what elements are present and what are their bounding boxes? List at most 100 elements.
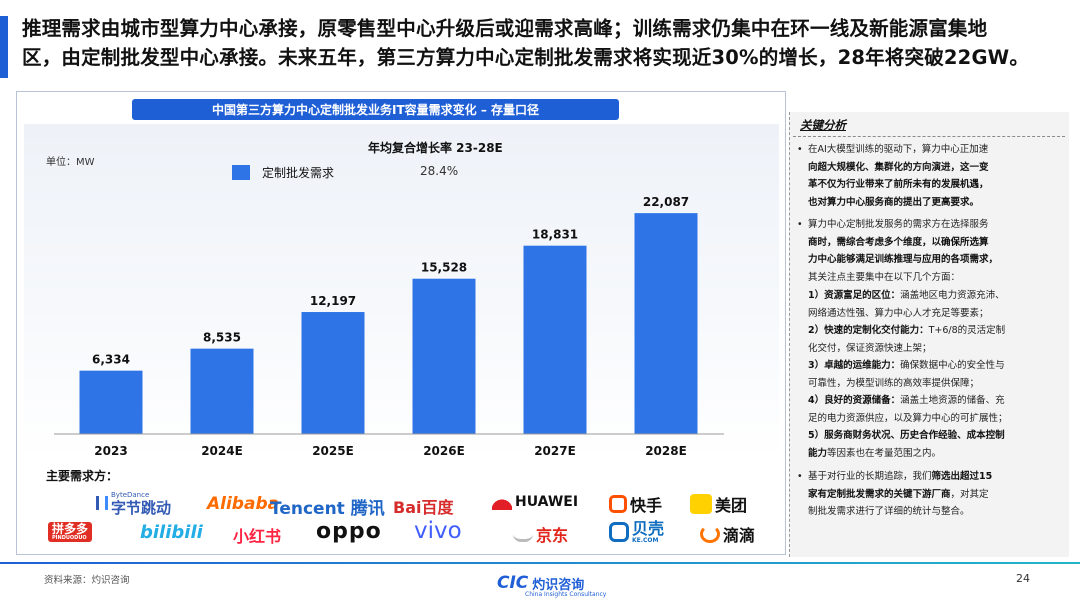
bullet-3-part-5: 制批发需求进行了详细的统计与整合。	[808, 506, 970, 517]
footer-divider	[0, 562, 1080, 564]
demand-section-label: 主要需求方：	[46, 469, 119, 483]
meituan-text: 美团	[715, 496, 748, 515]
huawei-text: HUAWEI	[515, 494, 579, 510]
cic-logo-chinese: 灼识咨询	[532, 577, 585, 593]
alibaba-logo: Alibaba	[207, 494, 280, 514]
item-3-label: 3）卓越的运维能力：	[808, 360, 901, 371]
pinduoduo-text: 拼多多	[52, 522, 89, 536]
value-label-2024E: 8,535	[203, 331, 241, 345]
unit-label: 单位：MW	[46, 157, 95, 168]
item-5-label: 5）服务商财务状况、历史合作经验、成本控制	[808, 430, 1005, 441]
oppo-logo: oppo	[316, 519, 382, 544]
cic-logo-english: China Insights Consultancy	[525, 591, 607, 598]
bullet-1-line-2: 向超大规模化、集群化的方向演进，这一变	[808, 161, 989, 173]
category-label-2023: 2023	[94, 444, 127, 458]
value-label-2028E: 22,087	[643, 195, 689, 209]
didi-icon	[700, 525, 720, 543]
category-label-2024E: 2024E	[201, 444, 243, 458]
page-number: 24	[1016, 572, 1030, 585]
bar-2025E	[301, 312, 365, 434]
bullet-1-line-3: 革不仅为行业带来了前所未有的发展机遇，	[808, 179, 989, 190]
value-label-2023: 6,334	[92, 353, 130, 367]
bar-2026E	[412, 278, 476, 434]
sidebar-item-4: 4）良好的资源储备：涵盖土地资源的储备、充 足的电力资源供应，以及算力中心的可扩…	[808, 392, 1060, 427]
meituan-icon	[690, 494, 712, 514]
key-analysis-sidebar	[789, 112, 1069, 557]
value-label-2027E: 18,831	[532, 228, 578, 242]
jd-logo: 京东	[513, 522, 568, 546]
value-label-2025E: 12,197	[310, 294, 356, 308]
vivo-logo: vivo	[414, 518, 462, 544]
item-5-cont-bold: 能力	[808, 447, 828, 459]
bar-2027E	[523, 245, 587, 434]
item-1-cont: 网络通达性强、算力中心人才充足等要素；	[808, 307, 989, 319]
didi-text: 滴滴	[723, 526, 756, 545]
jd-dog-icon	[513, 526, 533, 542]
tencent-logo: Tencent 腾讯	[270, 499, 385, 519]
bullet-2-line-2: 商时，需综合考虑多个维度，以确保所选算	[808, 236, 989, 248]
category-label-2027E: 2027E	[534, 444, 576, 458]
beike-small-text: KE.COM	[632, 537, 659, 544]
legend-swatch	[232, 165, 250, 180]
item-3-text: 确保数据中心的安全性与	[900, 360, 1005, 371]
bilibili-logo: bilibili	[140, 522, 203, 543]
bar-2023	[79, 370, 143, 434]
category-label-2028E: 2028E	[645, 444, 687, 458]
huawei-flower-icon	[492, 494, 512, 510]
bytedance-text: 字节跳动	[111, 499, 172, 517]
baidu-logo: Bai百度	[393, 498, 454, 517]
sidebar-item-5: 5）服务商财务状况、历史合作经验、成本控制 能力等因素也在考量范围之内。	[808, 427, 1060, 462]
headline-line-1: 推理需求由城市型算力中心承接，原零售型中心升级后或迎需求高峰；训练需求仍集中在环…	[22, 17, 988, 40]
sidebar-bullet-2: • 算力中心定制批发服务的需求方在选择服务 商时，需综合考虑多个维度，以确保所选…	[797, 216, 1059, 286]
kuaishou-logo: 快手	[609, 492, 662, 516]
item-4-label: 4）良好的资源储备：	[808, 395, 901, 406]
beike-icon	[609, 522, 629, 542]
item-2-text: T+6/8的灵活定制	[928, 325, 1006, 336]
bullet-1-line-1: 在AI大模型训练的驱动下，算力中心正加速	[808, 144, 989, 155]
xiaohongshu-logo: 小红书	[233, 527, 282, 546]
legend-cagr-value: 28.4%	[420, 164, 459, 178]
bullet-dot: •	[797, 144, 803, 155]
bullet-3-part-3: 家有定制批发需求的关键下游厂商	[808, 488, 951, 500]
pinduoduo-logo: 拼多多 PINDUODUO	[48, 522, 93, 542]
item-4-cont: 足的电力资源供应，以及算力中心的可扩展性；	[808, 412, 1008, 424]
item-1-text: 涵盖地区电力资源充沛、	[900, 290, 1005, 301]
didi-logo: 滴滴	[700, 522, 755, 546]
sidebar-title: 关键分析	[800, 118, 846, 132]
jd-text: 京东	[536, 526, 569, 545]
cagr-title: 年均复合增长率 23-28E	[368, 141, 503, 155]
bytedance-logo: ByteDance 字节跳动	[96, 490, 171, 516]
page-headline: 推理需求由城市型算力中心承接，原零售型中心升级后或迎需求高峰；训练需求仍集中在环…	[22, 14, 1067, 72]
sidebar-divider	[793, 136, 1065, 137]
cic-footer-logo: CIC 灼识咨询 China Insights Consultancy	[497, 573, 606, 598]
sidebar-item-3: 3）卓越的运维能力：确保数据中心的安全性与 可靠性，为模型训练的高效率提供保障；	[808, 357, 1060, 392]
bullet-3-part-2: 筛选出超过15	[931, 471, 993, 482]
bar-2024E	[190, 348, 254, 434]
legend-series-name: 定制批发需求	[262, 166, 335, 180]
chart-title: 中国第三方算力中心定制批发业务IT容量需求变化 – 存量口径	[132, 99, 619, 120]
kuaishou-text: 快手	[630, 496, 663, 515]
bar-chart: 6,334 2023 8,535 2024E 12,197 2025E 15,528 2026…	[54, 195, 724, 458]
item-3-cont: 可靠性，为模型训练的高效率提供保障；	[808, 377, 980, 389]
bytedance-icon	[96, 496, 108, 510]
item-2-label: 2）快速的定制化交付能力：	[808, 325, 929, 336]
bullet-dot: •	[797, 219, 803, 230]
huawei-logo: HUAWEI	[492, 494, 578, 510]
bytedance-small-text: ByteDance	[111, 491, 150, 499]
value-label-2026E: 15,528	[421, 261, 467, 275]
item-2-cont: 化交付，保证资源快速上架；	[808, 342, 932, 354]
headline-accent-bar	[0, 16, 8, 78]
meituan-logo: 美团	[690, 492, 747, 516]
source-note: 资料来源：灼识咨询	[44, 575, 130, 586]
bullet-3-part-4: ，对其定	[950, 488, 989, 500]
sidebar-bullet-1: • 在AI大模型训练的驱动下，算力中心正加速 向超大规模化、集群化的方向演进，这…	[797, 141, 1059, 211]
category-label-2026E: 2026E	[423, 444, 465, 458]
bar-2028E	[634, 213, 698, 434]
bullet-3-part-1: 基于对行业的长期追踪，我们	[808, 471, 932, 482]
bullet-2-line-1: 算力中心定制批发服务的需求方在选择服务	[808, 219, 989, 230]
sidebar-item-1: 1）资源富足的区位：涵盖地区电力资源充沛、 网络通达性强、算力中心人才充足等要素…	[808, 287, 1060, 322]
kuaishou-icon	[609, 495, 627, 513]
pinduoduo-small-text: PINDUODUO	[52, 535, 87, 541]
sidebar-item-2: 2）快速的定制化交付能力：T+6/8的灵活定制 化交付，保证资源快速上架；	[808, 322, 1060, 357]
beike-logo: 贝壳 KE.COM	[609, 520, 664, 544]
